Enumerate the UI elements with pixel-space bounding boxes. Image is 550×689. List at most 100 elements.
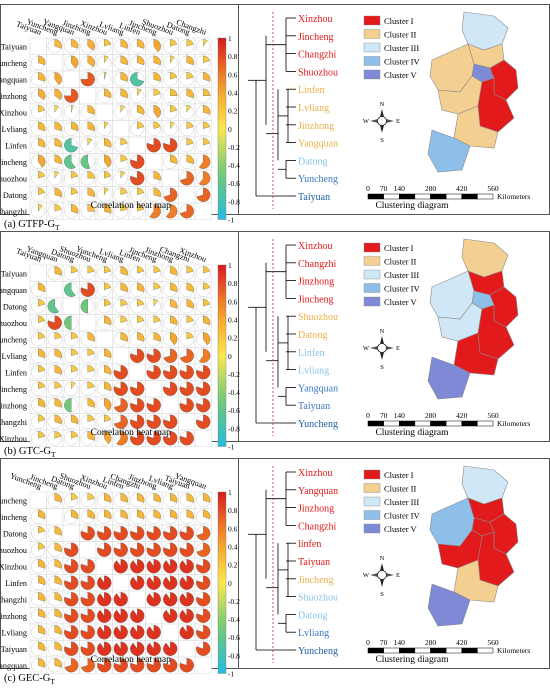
- heatmap-pie: [179, 542, 194, 557]
- dendrogram-leaf-label: Yangquan: [298, 383, 338, 394]
- heatmap-pie: [198, 154, 211, 169]
- dendrogram-leaf-label: Taiyuan: [298, 557, 330, 568]
- heatmap-pie: [170, 315, 178, 326]
- dendrogram-leaf-label: Changzhi: [298, 259, 337, 270]
- heatmap-pie: [153, 509, 161, 520]
- dendrogram-leaf-label: linfen: [298, 539, 321, 550]
- heatmap-row-label: Yuncheng: [0, 335, 27, 344]
- heatmap-pie: [47, 315, 62, 330]
- dendrogram-leaf-label: Jinzhong: [298, 277, 334, 288]
- heatmap-pie: [130, 431, 145, 446]
- scale-bar-segment: [414, 193, 431, 200]
- heatmap-pie: [64, 658, 79, 673]
- heatmap-pie: [104, 121, 109, 130]
- heatmap-pie: [54, 171, 60, 179]
- heatmap-pie: [120, 154, 128, 162]
- scale-tick: 560: [487, 184, 499, 193]
- heatmap-pie: [137, 55, 145, 66]
- panel-caption: (b) GTC-GT: [4, 446, 56, 459]
- scale-bar-segment: [399, 420, 416, 427]
- scale-bar-segment: [414, 420, 431, 427]
- heatmap-pie: [104, 72, 107, 80]
- heatmap-row-label: Shuozhou: [0, 319, 27, 328]
- heatmap-pie: [146, 526, 161, 541]
- scale-tick: 0: [366, 184, 370, 193]
- dendrogram-leaf-label: Jincheng: [298, 32, 334, 43]
- heatmap-pie: [130, 381, 145, 396]
- heatmap-pie: [163, 542, 178, 557]
- heatmap-cell: [112, 574, 130, 592]
- heatmap-pie: [80, 641, 95, 656]
- heatmap-pie: [179, 625, 194, 640]
- heatmap-pie: [38, 365, 46, 373]
- heatmap-cell: [46, 508, 64, 526]
- heatmap-cell: [161, 396, 179, 414]
- heatmap-title: Correlation heat map: [91, 201, 171, 211]
- heatmap-row-label: Changzhi: [0, 207, 28, 216]
- heatmap-pie: [47, 299, 60, 314]
- legend-label: Cluster V: [384, 524, 418, 534]
- heatmap-pie: [186, 121, 194, 129]
- heatmap-row-label: Taiyuan: [1, 269, 27, 278]
- heatmap-row-label: Shuozhou: [0, 174, 27, 183]
- colorbar-tick: 1: [228, 34, 232, 43]
- heatmap-pie: [179, 592, 194, 607]
- heatmap-row-label: Jincheng: [0, 158, 27, 167]
- legend-label: Cluster I: [384, 470, 414, 480]
- heatmap-cell: [46, 281, 64, 299]
- heatmap-row-label: Datong: [3, 529, 27, 538]
- heatmap-pie: [54, 381, 62, 389]
- heatmap-pie: [87, 414, 95, 422]
- dendrogram-leaf-label: Shuozhou: [298, 593, 338, 604]
- heatmap-pie: [38, 381, 46, 389]
- heatmap-pie: [186, 88, 194, 99]
- heatmap-pie: [179, 204, 194, 219]
- heatmap-pie: [153, 88, 161, 96]
- clustering-title: Clustering diagram: [375, 428, 449, 438]
- heatmap-pie: [87, 138, 93, 146]
- colorbar-tick: 0.4: [228, 542, 238, 551]
- scale-tick: 420: [456, 184, 468, 193]
- scale-bar-segment: [383, 193, 400, 200]
- heatmap-pie: [137, 121, 145, 129]
- heatmap-pie: [38, 526, 46, 534]
- heatmap-pie: [97, 542, 112, 557]
- heatmap-pie: [163, 138, 178, 153]
- heatmap-pie: [87, 121, 95, 132]
- heatmap-pie: [54, 88, 62, 101]
- compass-w: W: [363, 345, 370, 352]
- heatmap-pie: [87, 348, 95, 356]
- heatmap-pie: [153, 72, 161, 82]
- heatmap-pie: [196, 365, 211, 380]
- compass-e: E: [396, 345, 400, 352]
- heatmap-pie: [186, 266, 194, 274]
- colorbar-tick: -0.8: [228, 197, 240, 206]
- heatmap-pie: [116, 431, 128, 446]
- heatmap-pie: [120, 266, 128, 276]
- dendrogram-leaf-label: Changzhi: [298, 50, 337, 61]
- compass-n: N: [380, 555, 385, 562]
- heatmap-pie: [64, 282, 76, 297]
- heatmap-pie: [80, 299, 88, 314]
- heatmap-pie: [186, 299, 194, 309]
- legend-label: Cluster II: [384, 484, 417, 494]
- heatmap-pie: [203, 55, 211, 63]
- heatmap-pie: [120, 493, 128, 503]
- colorbar-tick: -0.4: [228, 615, 240, 624]
- colorbar-tick: 0.6: [228, 70, 238, 79]
- heatmap-col-label: Yangquan: [174, 471, 208, 491]
- heatmap-pie: [146, 575, 161, 590]
- heatmap-pie: [38, 431, 46, 439]
- legend-label: Cluster III: [384, 270, 419, 280]
- heatmap-row-label: Taiyuan: [1, 42, 27, 51]
- heatmap-pie: [87, 509, 95, 520]
- heatmap-cell: [178, 640, 196, 658]
- heatmap-pie: [38, 154, 46, 168]
- heatmap-pie: [146, 431, 161, 446]
- heatmap-row-label: Xinzhou: [0, 434, 27, 443]
- heatmap-pie: [64, 575, 79, 590]
- heatmap-pie: [120, 105, 126, 113]
- heatmap-cell: [128, 363, 146, 381]
- heatmap-pie: [130, 608, 145, 623]
